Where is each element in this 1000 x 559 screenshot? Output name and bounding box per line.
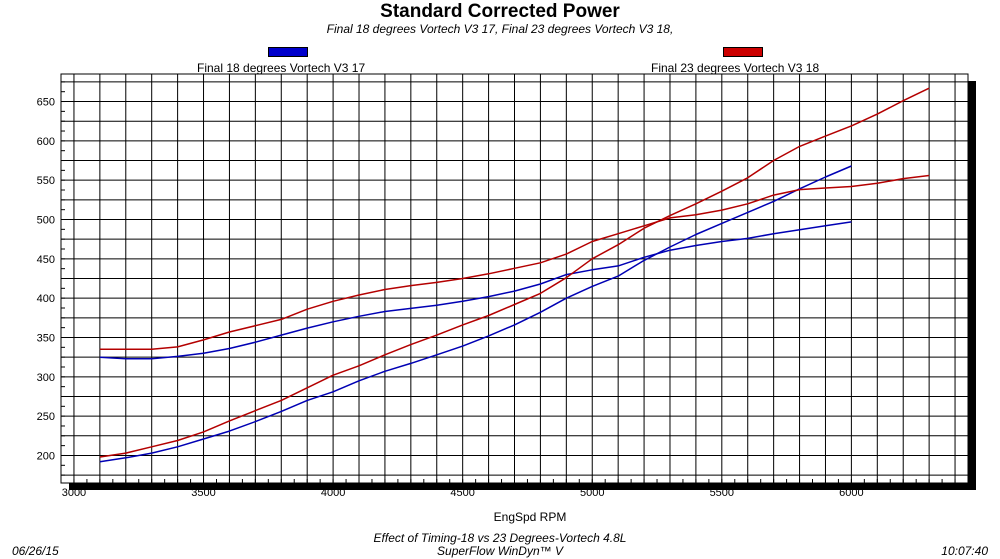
y-tick-label: 200 bbox=[37, 450, 55, 462]
legend-swatch-series-1 bbox=[268, 47, 308, 57]
x-tick-label: 6000 bbox=[839, 487, 863, 499]
software-name: SuperFlow WinDyn™ V bbox=[437, 544, 563, 558]
y-tick-label: 650 bbox=[37, 97, 55, 109]
test-name: Effect of Timing-18 vs 23 Degrees-Vortec… bbox=[373, 531, 627, 545]
x-axis-label: EngSpd RPM bbox=[493, 510, 567, 524]
x-tick-label: 4000 bbox=[321, 487, 345, 499]
y-tick-label: 350 bbox=[37, 332, 55, 344]
legend-label-series-1: Final 18 degrees Vortech V3 17 bbox=[197, 61, 366, 75]
x-tick-label: 3500 bbox=[191, 487, 215, 499]
x-tick-label: 5500 bbox=[710, 487, 734, 499]
y-tick-label: 400 bbox=[37, 293, 55, 305]
chart-title: Standard Corrected Power bbox=[380, 1, 620, 22]
legend-swatch-series-2 bbox=[723, 47, 763, 57]
legend-label-series-2: Final 23 degrees Vortech V3 18 bbox=[651, 61, 820, 75]
y-tick-label: 450 bbox=[37, 254, 55, 266]
x-tick-label: 3000 bbox=[62, 487, 86, 499]
series-1-line-1 bbox=[99, 221, 852, 360]
y-tick-label: 600 bbox=[37, 136, 55, 148]
x-tick-label: 4500 bbox=[450, 487, 474, 499]
y-tick-label: 500 bbox=[37, 215, 55, 227]
series-2-line-2 bbox=[99, 87, 930, 458]
test-date: 06/26/15 bbox=[12, 544, 59, 558]
series-2-line-1 bbox=[99, 174, 930, 351]
y-tick-label: 250 bbox=[37, 411, 55, 423]
y-tick-label: 300 bbox=[37, 372, 55, 384]
chart-subtitle: Final 18 degrees Vortech V3 17, Final 23… bbox=[326, 22, 674, 36]
series-1-line-2 bbox=[99, 165, 852, 463]
test-time: 10:07:40 bbox=[941, 544, 988, 558]
y-tick-label: 550 bbox=[37, 175, 55, 187]
x-tick-label: 5000 bbox=[580, 487, 604, 499]
